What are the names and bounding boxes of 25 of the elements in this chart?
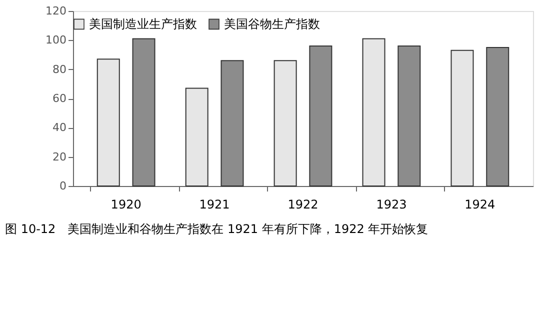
x-tick-label: 1920 [110,198,142,212]
y-tick-label: 60 [52,92,66,105]
bar [220,60,244,186]
y-tick-label: 100 [46,34,66,47]
bar [132,38,156,186]
bar [486,46,510,186]
bar [96,58,120,186]
bar [450,50,474,186]
x-tick-label: 1921 [199,198,230,212]
x-tick-label: 1923 [376,198,407,212]
y-tick-label: 0 [60,180,66,192]
bar [185,88,208,186]
x-tick-label: 1922 [288,198,318,212]
bar [362,38,386,186]
y-tick-label: 40 [52,121,66,134]
legend-label: 美国制造业生产指数 [89,17,197,32]
bar [309,46,332,186]
caption: 图 10-12 美国制造业和谷物生产指数在 1921 年有所下降，1922 年开始恢复 [5,222,428,236]
bar [398,46,421,186]
y-tick-label: 20 [52,150,66,164]
y-tick-label: 80 [52,62,66,76]
x-tick-label: 1924 [464,198,496,212]
y-tick-label: 120 [46,4,66,18]
bar [274,60,297,186]
legend-label: 美国谷物生产指数 [224,17,320,32]
